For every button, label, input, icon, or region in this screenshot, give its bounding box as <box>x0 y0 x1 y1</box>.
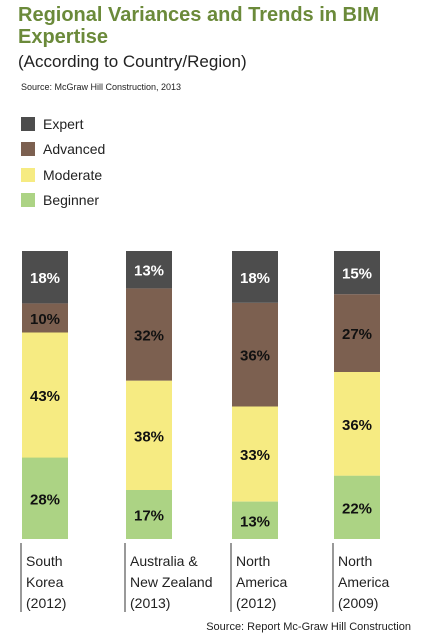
bar-segment-expert <box>232 251 278 303</box>
data-label: 22% <box>342 500 372 517</box>
bar-segment-moderate <box>334 372 380 476</box>
category-label: Australia & <box>130 553 198 569</box>
category-label: North <box>338 553 372 569</box>
data-label: 13% <box>240 513 270 530</box>
legend-item-advanced: Advanced <box>21 137 105 163</box>
data-label: 43% <box>30 388 60 405</box>
data-label: 33% <box>240 447 270 464</box>
source-note-bottom: Source: Report Mc-Graw Hill Construction <box>206 621 411 633</box>
bar-segment-advanced <box>232 302 278 407</box>
legend-label-moderate: Moderate <box>43 166 103 183</box>
data-label: 18% <box>240 270 270 287</box>
category-label: America <box>236 574 288 590</box>
bar-segment-advanced <box>22 303 68 333</box>
data-label: 17% <box>134 508 164 525</box>
category-label: Korea <box>26 574 64 590</box>
legend-item-expert: Expert <box>21 111 105 137</box>
bar-segment-beginner <box>126 490 172 539</box>
data-label: 27% <box>342 326 372 343</box>
data-label: 36% <box>240 348 270 365</box>
category-label: South <box>26 553 63 569</box>
legend-swatch-beginner <box>21 193 35 208</box>
legend-label-advanced: Advanced <box>43 141 106 158</box>
source-note-top: Source: McGraw Hill Construction, 2013 <box>21 82 182 92</box>
category-label: (2013) <box>130 595 170 611</box>
category-label: (2012) <box>26 595 66 611</box>
bar-segment-moderate <box>22 332 68 458</box>
data-label: 36% <box>342 417 372 434</box>
legend-label-beginner: Beginner <box>43 192 100 209</box>
legend-swatch-moderate <box>21 167 35 182</box>
bar-segment-beginner <box>232 501 278 539</box>
legend-item-beginner: Beginner <box>21 188 105 214</box>
data-label: 18% <box>30 270 60 287</box>
bar-segment-beginner <box>334 475 380 539</box>
bar-segment-moderate <box>126 380 172 490</box>
bar-segment-expert <box>126 251 172 289</box>
data-label: 28% <box>30 491 60 508</box>
legend-swatch-advanced <box>21 142 35 157</box>
chart-subtitle: (According to Country/Region) <box>18 52 247 71</box>
legend-item-moderate: Moderate <box>21 162 105 188</box>
category-label: North <box>236 553 270 569</box>
data-label: 10% <box>30 311 60 328</box>
bar-segment-beginner <box>22 457 68 539</box>
chart-title: Regional Variances and Trends in BIM Exp… <box>18 4 380 48</box>
category-label: America <box>338 574 390 590</box>
category-label: New Zealand <box>130 574 213 590</box>
legend-label-expert: Expert <box>43 115 84 132</box>
bar-segment-advanced <box>334 294 380 372</box>
legend-swatch-expert <box>21 116 35 131</box>
bar-segment-expert <box>334 251 380 295</box>
category-label: (2012) <box>236 595 276 611</box>
data-label: 15% <box>342 266 372 283</box>
bar-segment-expert <box>22 251 68 304</box>
bar-segment-moderate <box>232 406 278 502</box>
data-label: 13% <box>134 263 164 280</box>
category-label: (2009) <box>338 595 378 611</box>
data-label: 32% <box>134 328 164 345</box>
legend: Expert Advanced Moderate Beginner <box>21 111 105 213</box>
bar-segment-advanced <box>126 288 172 381</box>
data-label: 38% <box>134 428 164 445</box>
